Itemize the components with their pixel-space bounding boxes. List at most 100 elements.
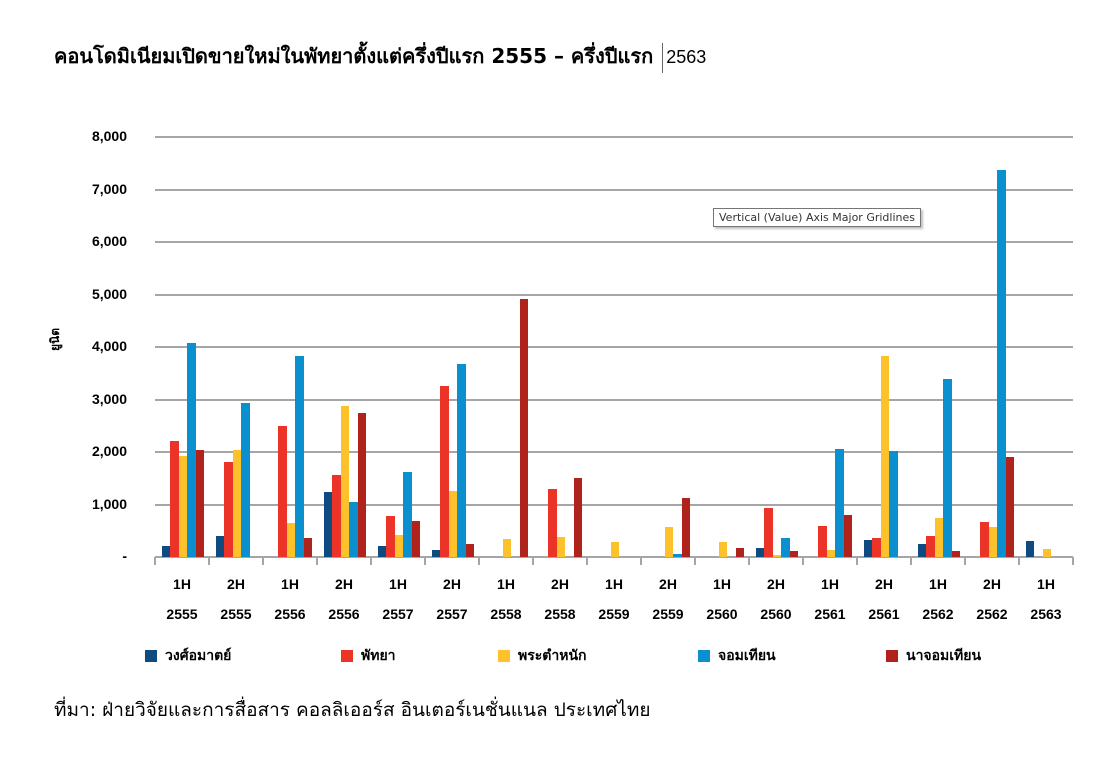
bar[interactable] bbox=[872, 538, 881, 557]
legend-swatch-icon bbox=[886, 650, 898, 662]
x-tick-label-half: 1H bbox=[389, 576, 407, 592]
x-tick-label-half: 1H bbox=[1037, 576, 1055, 592]
bar[interactable] bbox=[502, 539, 512, 557]
gridline[interactable] bbox=[155, 293, 1073, 296]
gridline[interactable] bbox=[155, 346, 1073, 348]
bar[interactable] bbox=[357, 413, 367, 557]
bar[interactable] bbox=[573, 478, 583, 557]
bar[interactable] bbox=[943, 379, 952, 557]
bar[interactable] bbox=[835, 448, 844, 557]
legend-item[interactable]: นาจอมเทียน bbox=[886, 645, 981, 667]
bar[interactable] bbox=[377, 545, 387, 557]
bar[interactable] bbox=[889, 450, 898, 557]
legend-item[interactable]: พัทยา bbox=[341, 645, 396, 667]
x-tick-label-year: 2559 bbox=[652, 606, 684, 622]
bar[interactable] bbox=[789, 551, 799, 557]
bar[interactable] bbox=[735, 548, 745, 557]
legend-item[interactable]: วงศ์อมาตย์ bbox=[145, 645, 231, 667]
legend-item[interactable]: พระตำหนัก bbox=[498, 645, 587, 667]
bar[interactable] bbox=[411, 520, 421, 557]
gridline[interactable] bbox=[155, 503, 1073, 506]
bar[interactable] bbox=[431, 550, 441, 557]
bar[interactable] bbox=[926, 536, 935, 557]
chart-title: คอนโดมิเนียมเปิดขายใหม่ในพัทยาตั้งแต่ครึ… bbox=[54, 40, 706, 73]
bar[interactable] bbox=[241, 403, 250, 557]
bar[interactable] bbox=[519, 299, 529, 557]
bar[interactable] bbox=[224, 461, 233, 557]
legend-swatch-icon bbox=[341, 650, 353, 662]
bar[interactable] bbox=[161, 545, 171, 557]
bar[interactable] bbox=[772, 554, 782, 557]
bar[interactable] bbox=[681, 498, 691, 557]
bar[interactable] bbox=[232, 449, 242, 557]
bar[interactable] bbox=[187, 342, 196, 557]
bar[interactable] bbox=[764, 508, 773, 557]
bar[interactable] bbox=[934, 518, 944, 557]
gridline[interactable] bbox=[155, 241, 1073, 243]
gridline[interactable] bbox=[155, 451, 1073, 453]
gridline[interactable] bbox=[155, 398, 1073, 401]
x-tick-label-half: 2H bbox=[227, 576, 245, 592]
gridlines-tooltip: Vertical (Value) Axis Major Gridlines bbox=[713, 208, 921, 227]
y-tick-label: - bbox=[122, 548, 127, 564]
bar[interactable] bbox=[718, 541, 728, 557]
x-tick-label-half: 2H bbox=[659, 576, 677, 592]
bar[interactable] bbox=[465, 543, 475, 557]
bar[interactable] bbox=[880, 355, 890, 557]
bar[interactable] bbox=[997, 170, 1006, 557]
bar[interactable] bbox=[1025, 541, 1035, 557]
bar[interactable] bbox=[440, 385, 449, 557]
gridline[interactable] bbox=[155, 188, 1073, 191]
x-tick-label-year: 2555 bbox=[166, 606, 198, 622]
bar[interactable] bbox=[1005, 457, 1015, 557]
x-tick-mark bbox=[316, 557, 318, 565]
legend-label: จอมเทียน bbox=[718, 648, 776, 664]
bar[interactable] bbox=[818, 526, 827, 557]
bar[interactable] bbox=[843, 515, 853, 557]
x-tick-label-half: 2H bbox=[443, 576, 461, 592]
x-tick-mark bbox=[964, 557, 966, 565]
bar[interactable] bbox=[457, 363, 466, 557]
bar[interactable] bbox=[673, 553, 682, 557]
x-tick-label-year: 2561 bbox=[814, 606, 846, 622]
bar[interactable] bbox=[1042, 549, 1052, 557]
bar[interactable] bbox=[556, 537, 566, 557]
x-tick-mark bbox=[532, 557, 534, 565]
x-tick-mark bbox=[370, 557, 372, 565]
bar[interactable] bbox=[215, 536, 225, 557]
bar[interactable] bbox=[278, 425, 287, 557]
y-tick-label: 1,000 bbox=[91, 495, 127, 512]
x-tick-mark bbox=[1072, 557, 1074, 565]
bar[interactable] bbox=[195, 449, 205, 557]
bar[interactable] bbox=[386, 516, 395, 557]
bar[interactable] bbox=[323, 491, 333, 557]
bar[interactable] bbox=[755, 548, 765, 557]
bar[interactable] bbox=[548, 488, 557, 557]
bar[interactable] bbox=[826, 550, 836, 557]
bar[interactable] bbox=[349, 501, 358, 557]
x-tick-label-half: 1H bbox=[281, 576, 299, 592]
bar[interactable] bbox=[340, 405, 350, 557]
bar[interactable] bbox=[863, 540, 873, 557]
gridline[interactable] bbox=[155, 136, 1073, 138]
y-tick-label: 8,000 bbox=[91, 128, 127, 144]
bar[interactable] bbox=[332, 475, 341, 557]
bar[interactable] bbox=[303, 538, 313, 557]
legend-label: พัทยา bbox=[361, 648, 396, 664]
bar[interactable] bbox=[178, 456, 188, 557]
bar[interactable] bbox=[295, 355, 304, 557]
y-tick-label: 6,000 bbox=[91, 233, 127, 249]
bar[interactable] bbox=[170, 440, 179, 557]
legend-item[interactable]: จอมเทียน bbox=[698, 645, 776, 667]
bar[interactable] bbox=[610, 541, 620, 557]
bar[interactable] bbox=[781, 538, 790, 557]
bar[interactable] bbox=[917, 543, 927, 557]
bar[interactable] bbox=[394, 534, 404, 557]
bar[interactable] bbox=[448, 490, 458, 557]
bar[interactable] bbox=[664, 527, 674, 557]
bar[interactable] bbox=[988, 527, 998, 557]
bar[interactable] bbox=[403, 471, 412, 557]
bar[interactable] bbox=[951, 551, 961, 557]
bar[interactable] bbox=[286, 522, 296, 557]
bar[interactable] bbox=[980, 521, 989, 557]
